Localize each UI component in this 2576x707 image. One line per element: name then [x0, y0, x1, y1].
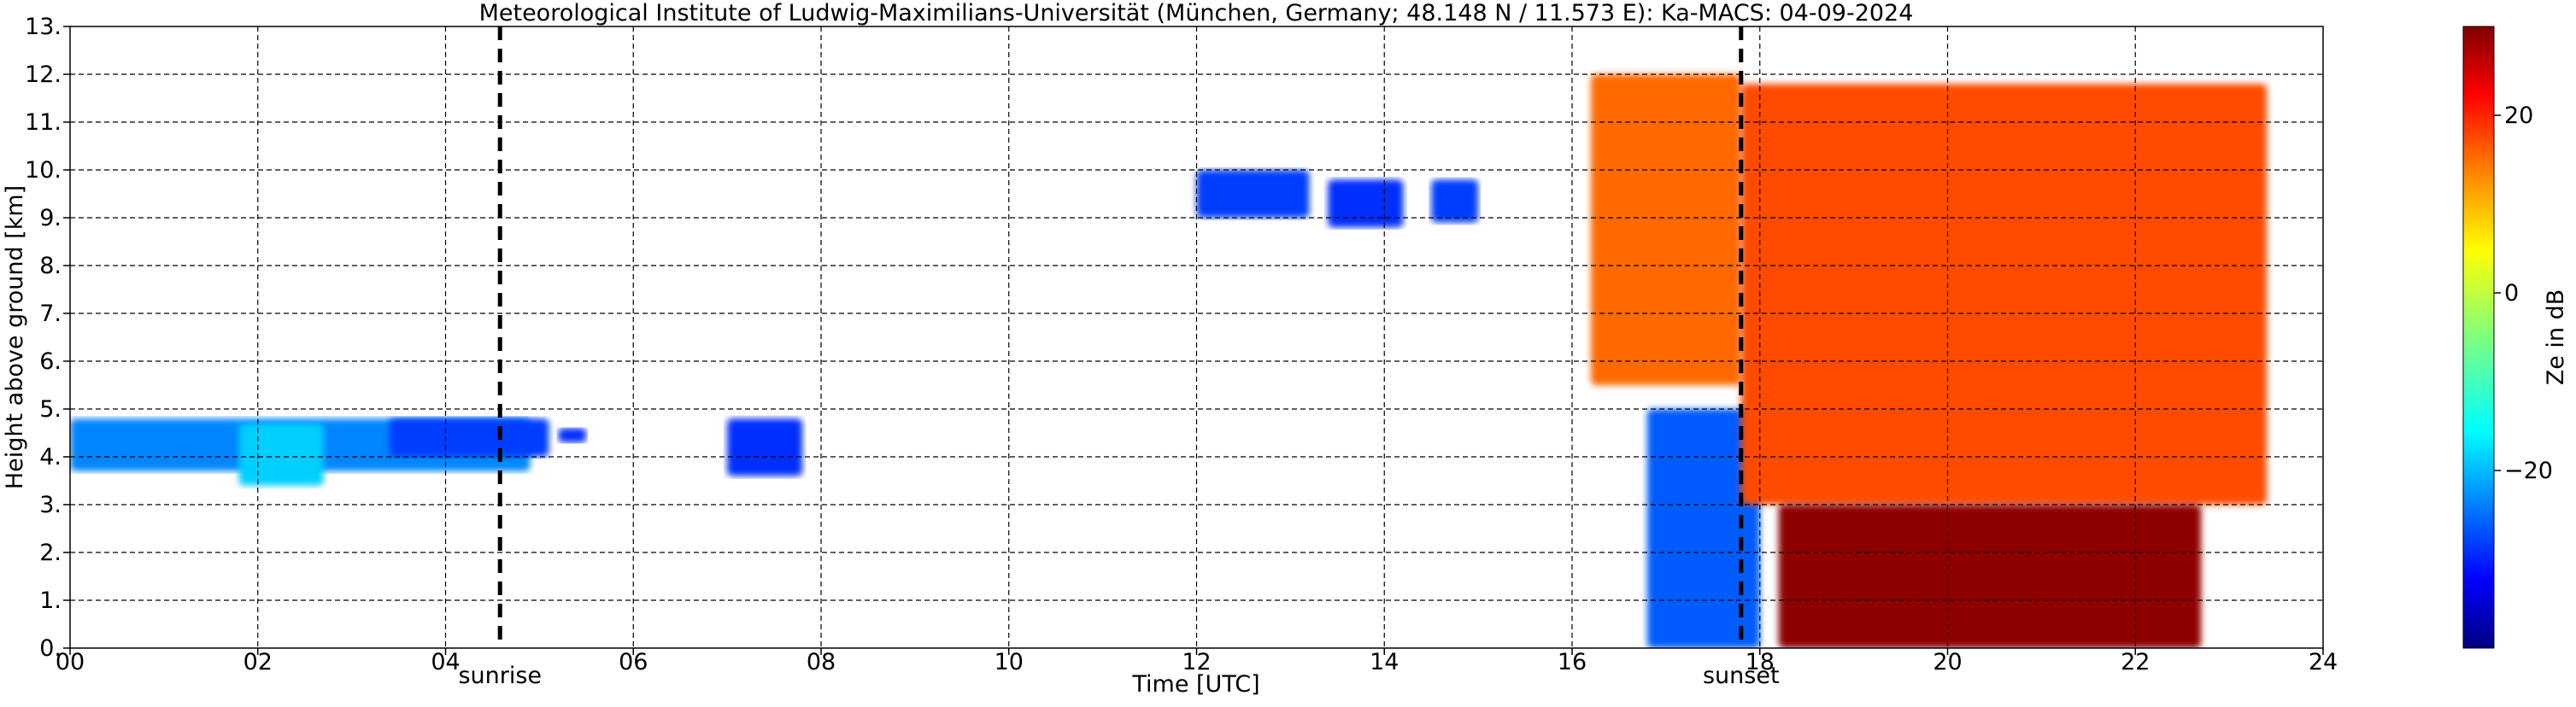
colorbar-tick-label: −20 [2504, 458, 2553, 484]
x-axis-label: Time [UTC] [1131, 671, 1259, 698]
colorbar-frame [2462, 26, 2495, 649]
y-tick-label: 4. [39, 444, 62, 470]
x-tick-label: 04 [431, 649, 460, 675]
y-tick-label: 1. [39, 587, 62, 614]
x-tick-label: 08 [807, 649, 836, 675]
y-tick-label: 10. [25, 157, 62, 184]
y-axis: 0. 1. 2. 3. 4. 5. 6. 7. 8. 9. 10. 11. 12. 13. [25, 14, 70, 662]
x-tick-label: 20 [1933, 649, 1962, 675]
echo-region-3 [558, 428, 587, 443]
x-axis: 00 02 04 06 08 10 12 14 16 18 20 22 24 [56, 648, 2338, 675]
y-tick-label: 8. [39, 253, 62, 279]
echo-region-8 [1590, 74, 1741, 385]
x-tick-label: 14 [1370, 649, 1399, 675]
y-tick-label: 13. [25, 14, 62, 40]
colorbar-ticks: −20 0 20 [2494, 102, 2553, 484]
x-tick-label: 06 [619, 649, 648, 675]
colorbar-tick-label: 20 [2504, 102, 2533, 129]
echo-region-6 [1328, 179, 1404, 228]
y-tick-label: 11. [25, 109, 62, 136]
y-tick-label: 6. [39, 348, 62, 375]
x-tick-label: 24 [2309, 649, 2338, 675]
event-markers: sunrise sunset [458, 26, 1780, 689]
x-tick-label: 22 [2121, 649, 2150, 675]
reflectivity-echoes [70, 74, 2268, 648]
y-tick-label: 5. [39, 396, 62, 423]
y-tick-label: 9. [39, 205, 62, 231]
sunset-label: sunset [1703, 663, 1780, 689]
x-tick-label: 00 [56, 649, 85, 675]
y-tick-label: 3. [39, 492, 62, 518]
echo-region-7 [1431, 179, 1479, 223]
y-tick-label: 12. [25, 61, 62, 88]
echo-region-1 [238, 423, 324, 486]
echo-region-4 [727, 418, 803, 476]
chart-title: Meteorological Institute of Ludwig-Maxim… [479, 0, 1914, 26]
y-tick-label: 7. [39, 301, 62, 327]
colorbar-tick-label: 0 [2504, 280, 2519, 307]
y-tick-label: 2. [39, 540, 62, 566]
x-tick-label: 10 [995, 649, 1024, 675]
x-tick-label: 16 [1558, 649, 1587, 675]
echo-region-9 [1646, 409, 1760, 648]
y-axis-label: Height above ground [km] [2, 185, 28, 489]
colorbar [2463, 26, 2494, 648]
echo-region-10 [1740, 84, 2268, 505]
grid-lines [70, 26, 2323, 648]
x-tick-label: 02 [244, 649, 273, 675]
x-tick-label: 18 [1746, 649, 1775, 675]
y-tick-label: 0. [39, 635, 62, 662]
echo-region-5 [1196, 170, 1310, 218]
echo-region-11 [1778, 505, 2202, 648]
x-tick-label: 12 [1182, 649, 1211, 675]
colorbar-label: Ze in dB [2543, 289, 2569, 386]
echo-region-2 [389, 418, 549, 457]
sunrise-label: sunrise [458, 663, 542, 689]
